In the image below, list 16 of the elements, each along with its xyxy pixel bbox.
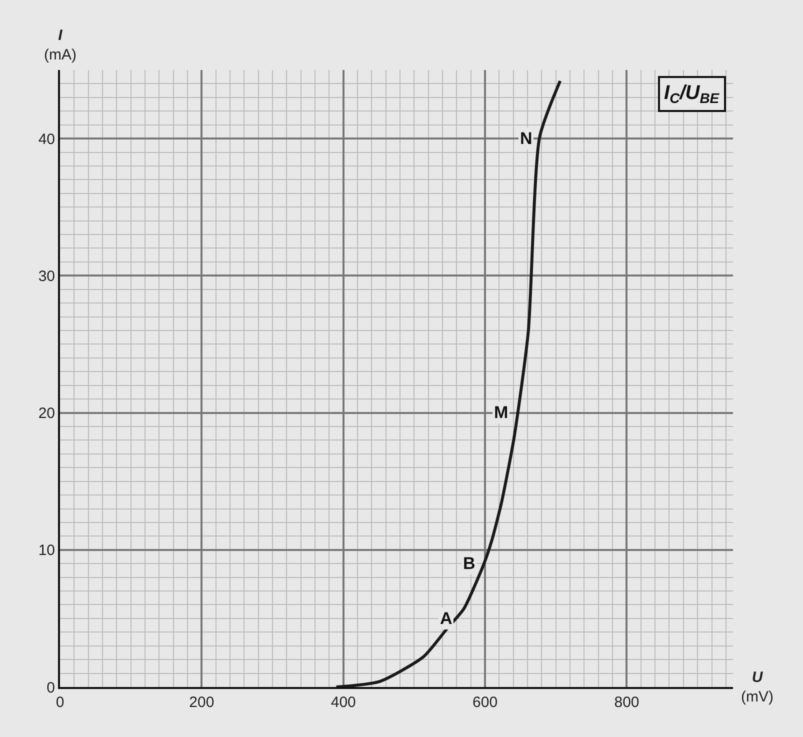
x-tick-label: 200 xyxy=(189,694,214,711)
annotation: M xyxy=(494,403,508,422)
y-axis-title: I (mA) xyxy=(44,27,76,64)
x-axis-title: U (mV) xyxy=(741,669,774,706)
x-tick-label: 600 xyxy=(472,694,498,711)
x-tick-label: 400 xyxy=(330,694,356,711)
x-tick-label: 800 xyxy=(614,694,640,711)
y-tick-label: 20 xyxy=(38,405,55,422)
y-tick-label: 0 xyxy=(46,679,55,696)
annotation: A xyxy=(440,609,452,628)
y-tick-label: 10 xyxy=(38,542,55,560)
annotation: N xyxy=(520,129,532,148)
annotation: B xyxy=(463,554,476,573)
y-tick-label: 40 xyxy=(38,130,55,148)
y-tick-label: 30 xyxy=(38,268,55,285)
text: I$_{C}$/U$_{BE}$ xyxy=(664,82,720,106)
